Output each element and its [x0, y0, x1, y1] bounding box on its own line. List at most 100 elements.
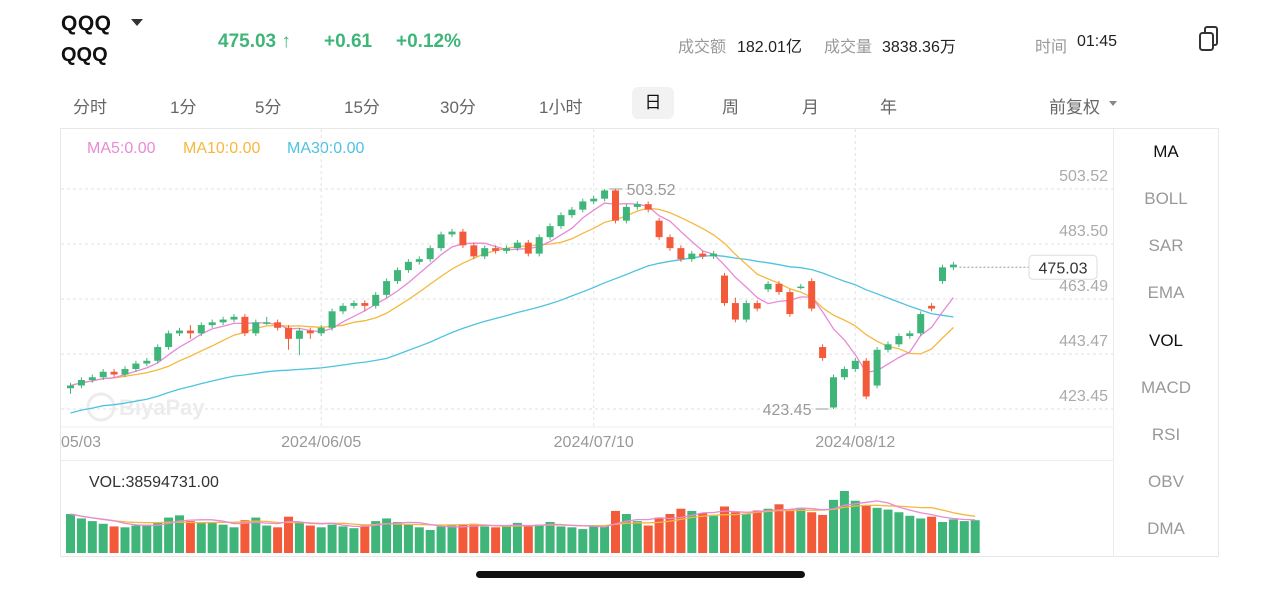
candle-body	[633, 204, 641, 207]
indicator-ema[interactable]: EMA	[1147, 283, 1185, 302]
volume-bar	[371, 521, 381, 553]
tab-30min[interactable]: 30分	[440, 98, 476, 117]
tab-1min[interactable]: 1分	[170, 98, 197, 117]
volume-bar	[720, 506, 729, 553]
ticker-symbol[interactable]: QQQ	[61, 12, 112, 35]
volume-bar	[643, 525, 653, 553]
tab-timeshare[interactable]: 分时	[73, 98, 107, 117]
volume-bar	[87, 521, 97, 553]
chevron-down-icon[interactable]	[131, 19, 143, 26]
candle-body	[535, 237, 543, 254]
volume-bar	[556, 526, 566, 553]
time-label: 时间	[1035, 39, 1068, 56]
candle-body	[176, 330, 183, 334]
price-adjust-select[interactable]: 前复权	[1049, 98, 1100, 117]
candle-body	[295, 330, 303, 339]
y-tick-label: 423.45	[1059, 388, 1108, 405]
candle-body	[764, 283, 772, 290]
volume-bar	[164, 517, 174, 553]
last-price: 475.03 ↑	[218, 31, 291, 53]
candle-body	[906, 333, 914, 337]
candle-body	[601, 190, 609, 199]
y-tick-label: 443.47	[1059, 333, 1108, 350]
volume-bar	[284, 516, 293, 553]
tab-year[interactable]: 年	[880, 98, 897, 117]
copy-share-icon[interactable]	[1196, 24, 1226, 54]
volume-bar	[938, 522, 947, 553]
indicator-rsi[interactable]: RSI	[1151, 425, 1181, 444]
indicator-boll[interactable]: BOLL	[1144, 189, 1188, 208]
indicator-obv[interactable]: OBV	[1148, 472, 1184, 491]
tab-day[interactable]: 日	[632, 87, 674, 119]
volume-value: 3838.36万	[882, 39, 956, 56]
candle-body	[394, 270, 401, 282]
candle-body	[448, 231, 456, 235]
candle-body	[208, 322, 216, 326]
arrow-up-icon: ↑	[281, 31, 291, 52]
candle-body	[121, 369, 129, 375]
volume-bar	[763, 508, 773, 553]
price-value: 475.03	[218, 31, 277, 52]
volume-bar	[153, 522, 163, 553]
candle-body	[677, 248, 685, 260]
candle-body	[622, 206, 630, 221]
volume-bar	[349, 528, 359, 553]
candle-body	[339, 305, 347, 312]
candle-body	[99, 371, 107, 378]
candle-body	[383, 281, 391, 295]
candle-body	[219, 319, 227, 323]
candle-body	[830, 377, 837, 408]
candle-body	[426, 248, 434, 260]
candle-body	[361, 303, 369, 306]
candle-body	[557, 215, 565, 227]
volume-bar	[698, 513, 708, 553]
volume-bar	[294, 522, 304, 553]
volume-ma10-line	[70, 504, 976, 527]
candle-body	[306, 330, 314, 334]
candle-body	[503, 248, 510, 251]
tab-5min[interactable]: 5分	[255, 98, 282, 117]
tab-15min[interactable]: 15分	[344, 98, 380, 117]
candle-body	[328, 311, 336, 328]
volume-bar	[818, 514, 828, 553]
volume-bar	[109, 526, 119, 553]
volume-bar	[730, 512, 740, 553]
volume-bar	[894, 512, 904, 553]
volume-bar	[687, 510, 697, 553]
volume-bar	[185, 521, 195, 553]
candle-body	[655, 220, 663, 238]
last-price-tag	[1028, 254, 1098, 280]
indicator-macd[interactable]: MACD	[1140, 378, 1192, 397]
candle-body	[753, 303, 761, 309]
volume-bar	[632, 521, 642, 553]
candle-body	[415, 259, 423, 262]
volume-bar	[752, 510, 762, 553]
indicator-dma[interactable]: DMA	[1147, 519, 1185, 538]
volume-bar	[196, 522, 206, 553]
candle-body	[721, 275, 728, 304]
tab-week[interactable]: 周	[722, 98, 739, 117]
volume-bar	[447, 525, 457, 553]
volume-bar	[480, 526, 490, 553]
indicator-ma[interactable]: MA	[1153, 142, 1179, 161]
volume-bar	[218, 524, 228, 553]
caret-down-icon[interactable]	[1109, 101, 1117, 106]
indicator-sar[interactable]: SAR	[1148, 236, 1184, 255]
divider	[61, 460, 1113, 461]
candlestick-chart[interactable]: 503.52 483.50 463.49 443.47 423.45 05/03 2024/…	[61, 129, 1113, 557]
volume-bar	[839, 491, 849, 553]
volume-bar	[175, 515, 184, 553]
candle-body	[241, 316, 249, 334]
volume-bar	[850, 500, 860, 553]
x-tick-label: 2024/08/12	[815, 434, 895, 451]
y-tick-label: 503.52	[1059, 168, 1108, 185]
volume-bar	[240, 520, 250, 553]
tab-1hour[interactable]: 1小时	[539, 98, 583, 117]
tab-month[interactable]: 月	[802, 98, 819, 117]
volume-bar	[785, 509, 795, 553]
volume-bar	[970, 520, 980, 553]
ma5-line	[70, 202, 954, 387]
divider	[1113, 129, 1114, 557]
indicator-vol[interactable]: VOL	[1148, 331, 1184, 350]
volume-bar	[120, 527, 130, 553]
